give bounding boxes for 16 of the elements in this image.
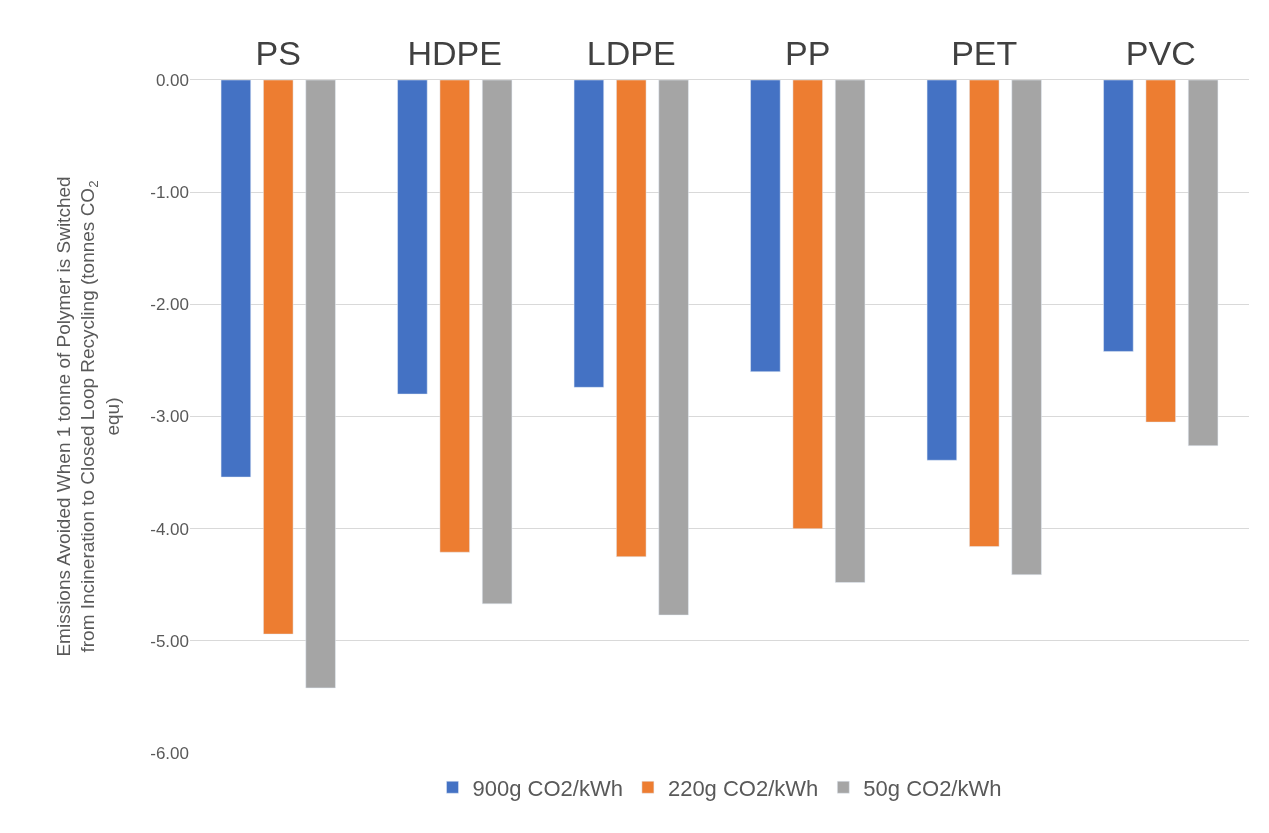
- x-tick-label: PP: [785, 34, 831, 73]
- x-tick-label: PVC: [1125, 34, 1196, 73]
- x-tick-label: HDPE: [407, 34, 502, 73]
- y-tick-label: -2.00: [150, 295, 189, 315]
- y-tick-label: -3.00: [150, 407, 189, 427]
- legend-label: 50g CO2/kWh: [863, 775, 1002, 801]
- y-tick-label: 0.00: [155, 70, 189, 90]
- y-tick-label: -5.00: [150, 631, 189, 651]
- x-tick-label: PS: [255, 34, 301, 73]
- y-tick-label: -4.00: [150, 519, 189, 539]
- legend-label: 900g CO2/kWh: [472, 775, 623, 801]
- legend-label: 220g CO2/kWh: [667, 775, 819, 801]
- y-tick-label: -1.00: [150, 183, 189, 203]
- y-tick-label: -6.00: [150, 743, 189, 763]
- x-tick-label: LDPE: [586, 34, 676, 73]
- x-tick-label: PET: [951, 34, 1018, 73]
